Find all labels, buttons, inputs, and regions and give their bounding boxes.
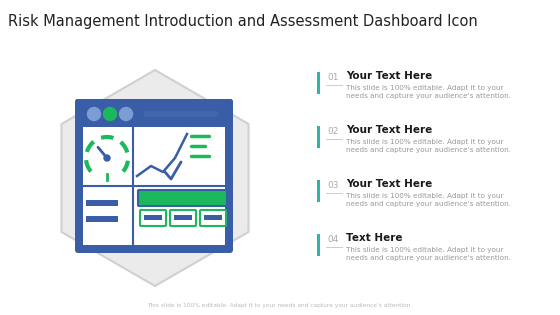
FancyBboxPatch shape [138, 190, 227, 206]
FancyBboxPatch shape [200, 210, 226, 226]
Text: 04: 04 [327, 235, 338, 244]
FancyBboxPatch shape [317, 126, 320, 148]
Circle shape [104, 155, 110, 161]
FancyBboxPatch shape [317, 180, 320, 202]
FancyBboxPatch shape [83, 127, 225, 245]
FancyBboxPatch shape [204, 215, 222, 220]
Text: Your Text Here: Your Text Here [346, 125, 432, 135]
Circle shape [119, 107, 133, 121]
Text: 03: 03 [327, 181, 338, 190]
Text: 02: 02 [327, 127, 338, 136]
FancyBboxPatch shape [86, 216, 118, 222]
FancyBboxPatch shape [174, 215, 192, 220]
Circle shape [104, 107, 116, 121]
Text: Risk Management Introduction and Assessment Dashboard Icon: Risk Management Introduction and Assessm… [8, 14, 478, 29]
Text: 01: 01 [327, 73, 338, 82]
FancyBboxPatch shape [75, 99, 233, 129]
Circle shape [87, 107, 100, 121]
Text: This slide is 100% editable. Adapt it to your needs and capture your audience's : This slide is 100% editable. Adapt it to… [147, 303, 413, 308]
FancyBboxPatch shape [144, 215, 162, 220]
Text: Your Text Here: Your Text Here [346, 179, 432, 189]
FancyBboxPatch shape [170, 210, 196, 226]
Text: This slide is 100% editable. Adapt it to your
needs and capture your audience's : This slide is 100% editable. Adapt it to… [346, 193, 511, 207]
Text: Your Text Here: Your Text Here [346, 71, 432, 81]
FancyBboxPatch shape [317, 72, 320, 94]
FancyBboxPatch shape [140, 210, 166, 226]
Text: Text Here: Text Here [346, 233, 403, 243]
Polygon shape [62, 70, 249, 286]
FancyBboxPatch shape [75, 99, 233, 253]
FancyBboxPatch shape [317, 234, 320, 256]
Text: This slide is 100% editable. Adapt it to your
needs and capture your audience's : This slide is 100% editable. Adapt it to… [346, 247, 511, 261]
Text: This slide is 100% editable. Adapt it to your
needs and capture your audience's : This slide is 100% editable. Adapt it to… [346, 85, 511, 99]
Text: This slide is 100% editable. Adapt it to your
needs and capture your audience's : This slide is 100% editable. Adapt it to… [346, 139, 511, 153]
FancyBboxPatch shape [86, 200, 118, 206]
